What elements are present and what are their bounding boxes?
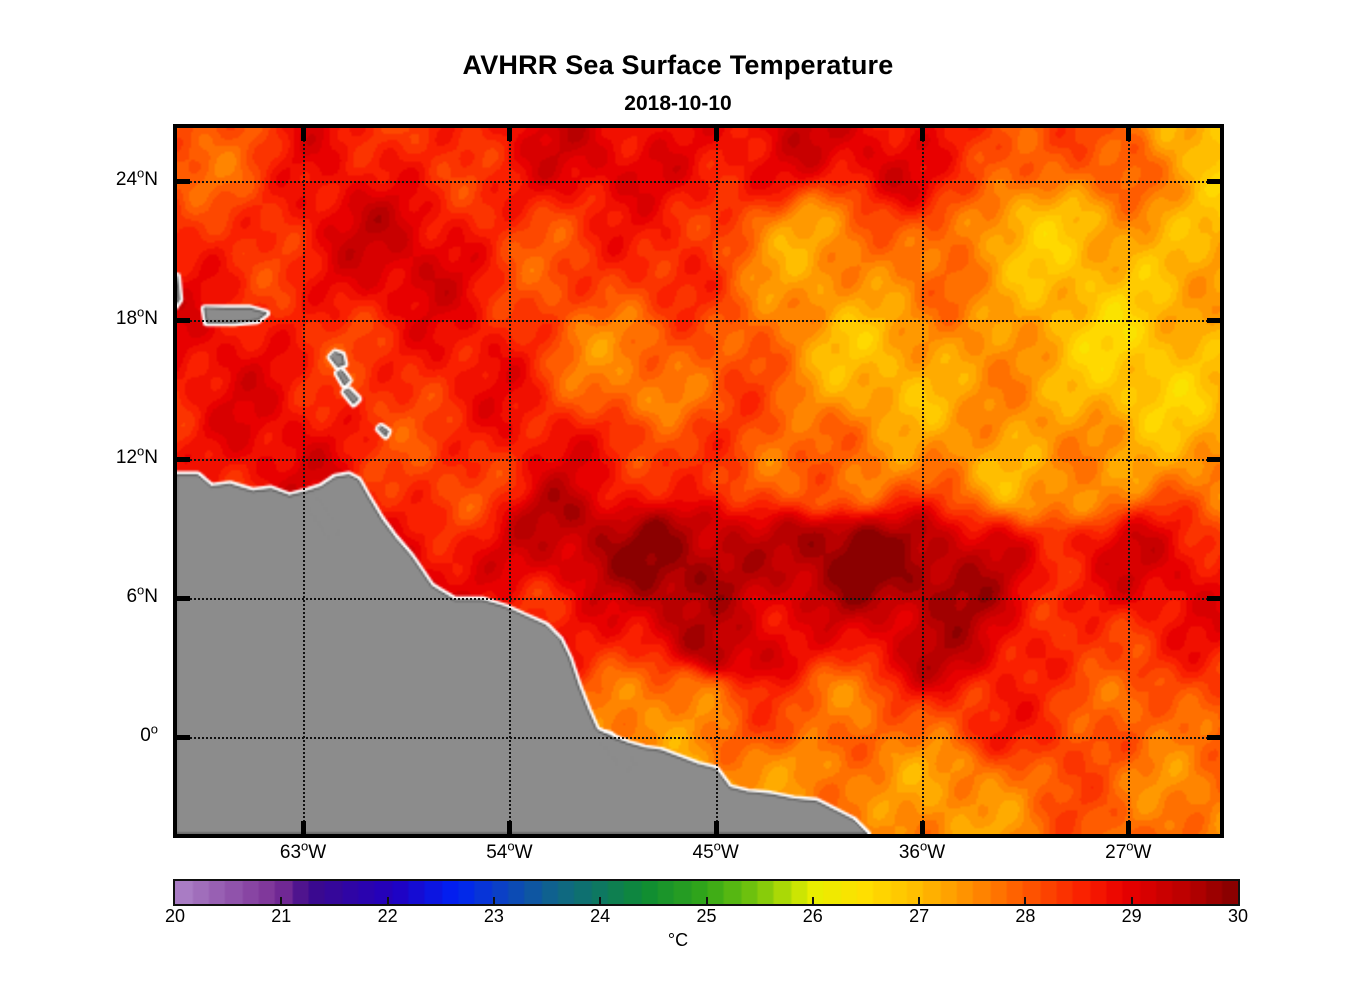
colorbar-label-27: 27 [909,906,930,926]
colorbar-gradient-canvas [175,881,1238,904]
colorbar-label-29: 29 [1121,906,1142,926]
tick-lon-27 [1126,128,1132,141]
tick-lat-12 [1207,457,1220,462]
tick-lon-45 [713,128,719,141]
colorbar-tick-labels: 20 21 22 23 24 25 26 27 28 29 30 [0,906,1356,930]
sst-heatmap-canvas [177,128,1220,834]
ytick-label-24: 24oN [115,165,158,191]
xtick-label-36: 36oW [898,838,946,863]
colorbar-label-20: 20 [164,906,186,926]
sst-map-plot-area [173,124,1224,838]
tick-lat-24 [1207,179,1220,185]
colorbar-label-25: 25 [696,906,717,926]
colorbar-label-22: 22 [377,906,398,926]
tick-lon-36 [920,821,925,834]
tick-lat-6 [1207,595,1220,601]
tick-lon-54 [507,128,513,141]
tick-lat-0 [177,734,190,740]
colorbar-label-21: 21 [271,906,292,926]
tick-lat-18 [177,318,190,324]
tick-lat-6 [177,595,190,601]
figure-subtitle-date: 2018-10-10 [624,92,732,115]
colorbar-label-26: 26 [802,906,823,926]
tick-lon-54 [507,821,513,834]
ytick-label-0: 0o [140,721,158,746]
tick-lon-63 [301,821,307,834]
tick-lat-18 [1207,318,1220,324]
colorbar-label-24: 24 [590,906,611,926]
tick-lon-27 [1126,821,1132,834]
tick-lon-36 [920,128,925,141]
xtick-label-45: 45oW [692,838,739,863]
colorbar [173,879,1240,906]
ytick-label-12: 12oN [115,443,158,468]
xtick-label-63: 63oW [279,838,327,863]
tick-lat-0 [1207,734,1220,740]
xtick-label-54: 54oW [486,838,533,863]
tick-lon-63 [301,128,307,141]
tick-lat-24 [177,179,190,185]
ytick-label-6: 6oN [126,582,158,607]
sst-raster-field [177,128,1220,834]
tick-lon-45 [713,821,719,834]
colorbar-label-30: 30 [1227,906,1249,926]
colorbar-label-28: 28 [1015,906,1036,926]
colorbar-label-23: 23 [483,906,504,926]
tick-lat-12 [177,457,190,462]
xtick-label-27: 27oW [1105,838,1152,863]
colorbar-unit-label: °C [667,930,689,950]
page-title: AVHRR Sea Surface Temperature [462,50,894,80]
ytick-label-18: 18oN [115,304,158,330]
